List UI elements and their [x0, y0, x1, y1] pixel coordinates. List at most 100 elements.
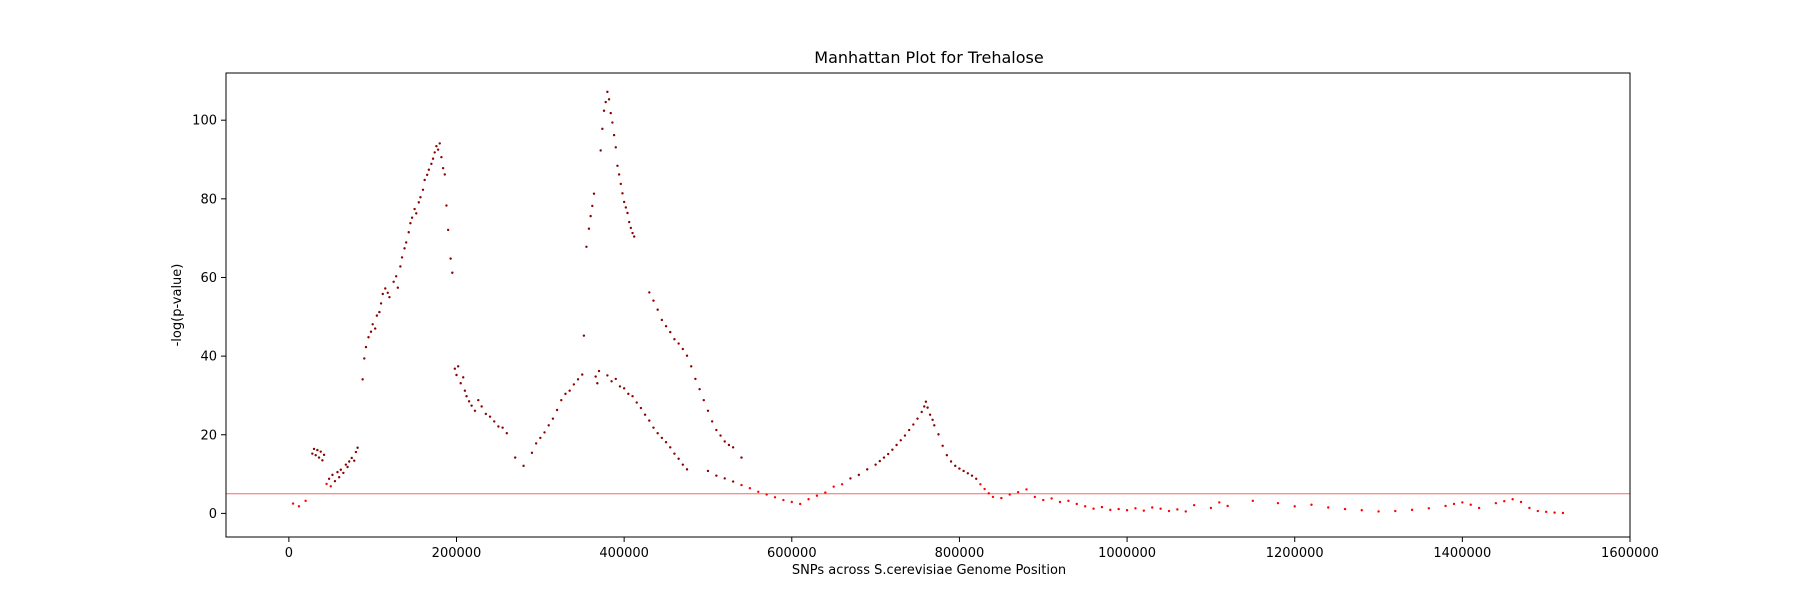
- snp-point: [627, 392, 630, 396]
- snp-point: [374, 327, 377, 330]
- snp-point: [1067, 499, 1070, 503]
- snp-point: [319, 450, 322, 453]
- snp-point: [635, 401, 638, 404]
- snp-point: [928, 413, 932, 416]
- snp-point: [916, 417, 919, 420]
- snp-point: [592, 192, 596, 195]
- snp-point: [462, 376, 465, 379]
- snp-point: [353, 459, 356, 462]
- snp-point: [297, 505, 301, 508]
- snp-point: [599, 149, 602, 152]
- snp-point: [392, 280, 395, 283]
- snp-point: [1033, 495, 1037, 499]
- snp-point: [1427, 507, 1431, 510]
- snp-point: [606, 90, 609, 94]
- snp-point: [367, 336, 370, 339]
- snp-point: [312, 447, 316, 451]
- snp-point: [1327, 506, 1330, 509]
- snp-point: [543, 431, 546, 434]
- snp-point: [631, 395, 634, 398]
- snp-point: [371, 323, 374, 326]
- snp-point: [596, 382, 599, 385]
- snp-point: [618, 385, 622, 388]
- snp-point: [304, 499, 307, 503]
- chart-title: Manhattan Plot for Trehalose: [814, 48, 1043, 67]
- snp-point: [435, 144, 438, 148]
- snp-point: [430, 162, 433, 166]
- snp-point: [643, 413, 647, 416]
- snp-point: [480, 405, 483, 408]
- snp-point: [1377, 510, 1380, 513]
- snp-point: [375, 314, 379, 317]
- snp-point: [664, 325, 668, 328]
- snp-point: [484, 412, 488, 416]
- snp-point: [886, 452, 890, 456]
- snp-point: [790, 500, 793, 504]
- snp-point: [773, 496, 777, 499]
- snp-point: [400, 256, 404, 259]
- snp-point: [669, 330, 672, 334]
- snp-point: [607, 98, 611, 101]
- snp-point: [941, 444, 944, 447]
- y-tick-label: 40: [200, 350, 217, 365]
- snp-point: [337, 476, 341, 479]
- snp-point: [591, 204, 594, 208]
- snp-point: [1083, 505, 1087, 508]
- snp-point: [611, 121, 614, 124]
- snp-point: [807, 498, 810, 501]
- x-tick-label: 400000: [599, 546, 649, 561]
- snp-point: [453, 367, 457, 370]
- snp-point: [866, 468, 869, 471]
- y-tick-label: 60: [200, 271, 217, 286]
- x-tick-label: 1600000: [1601, 546, 1659, 561]
- x-tick-label: 600000: [767, 546, 817, 561]
- snp-point: [629, 226, 633, 230]
- snp-point: [945, 454, 949, 457]
- snp-point: [581, 373, 584, 376]
- snp-point: [840, 483, 844, 486]
- snp-point: [891, 448, 894, 451]
- snp-point: [455, 373, 458, 377]
- snp-point: [1293, 505, 1296, 508]
- snp-point: [346, 465, 349, 469]
- snp-point: [342, 471, 345, 475]
- snp-point: [331, 473, 334, 477]
- snp-point: [513, 456, 517, 459]
- snp-point: [399, 265, 402, 268]
- y-tick-label: 20: [200, 428, 217, 443]
- snp-point: [621, 192, 624, 195]
- snp-point: [451, 271, 454, 274]
- y-tick-label: 80: [200, 192, 217, 207]
- snp-point: [631, 231, 634, 235]
- snp-point: [903, 434, 907, 437]
- snp-point: [1469, 503, 1472, 506]
- snp-point: [673, 338, 676, 341]
- snp-point: [1184, 510, 1187, 513]
- snp-point: [1218, 501, 1221, 504]
- snp-point: [1461, 501, 1464, 504]
- snp-point: [336, 470, 339, 474]
- snp-point: [958, 467, 961, 470]
- snp-point: [427, 168, 431, 171]
- snp-point: [1528, 506, 1531, 510]
- snp-point: [488, 415, 492, 418]
- snp-point: [1251, 499, 1255, 503]
- snp-point: [933, 424, 936, 427]
- plot-frame: [225, 72, 1631, 538]
- snp-point: [415, 212, 418, 215]
- snp-point: [757, 490, 760, 493]
- snp-point: [966, 472, 970, 475]
- x-tick-label: 1200000: [1266, 546, 1324, 561]
- snp-point: [622, 200, 626, 204]
- snp-point: [1503, 500, 1506, 503]
- snp-point: [449, 257, 452, 260]
- snp-point: [560, 398, 563, 402]
- snp-point: [473, 409, 477, 412]
- snp-point: [706, 469, 710, 473]
- snp-point: [547, 424, 550, 427]
- snp-point: [926, 406, 929, 409]
- snp-point: [433, 151, 436, 154]
- snp-point: [467, 400, 471, 403]
- snp-point: [497, 425, 500, 428]
- snp-point: [1511, 498, 1514, 501]
